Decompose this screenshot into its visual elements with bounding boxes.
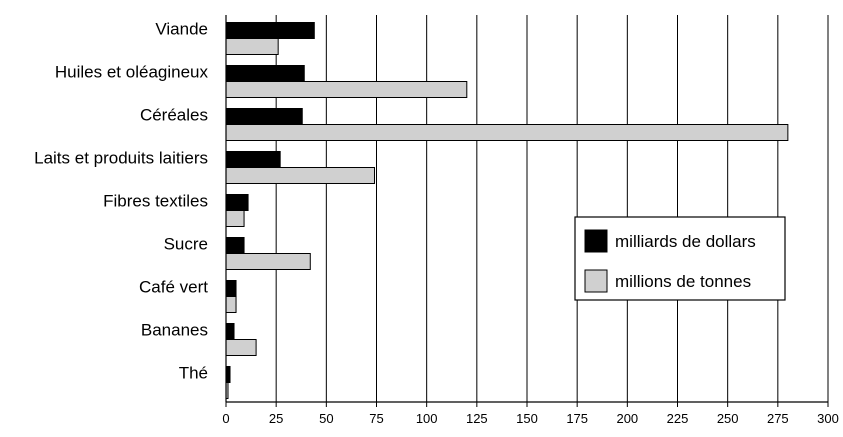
bar-dollars — [225, 151, 281, 168]
x-tick-label: 125 — [466, 411, 488, 426]
x-tick-label: 300 — [817, 411, 839, 426]
x-tick-label: 275 — [767, 411, 789, 426]
x-tick-label: 200 — [616, 411, 638, 426]
category-labels: Viande Huiles et oléagineux Céréales Laits … — [34, 20, 208, 383]
grid — [275, 15, 829, 402]
bar-tonnes — [225, 167, 375, 184]
category-label: Café vert — [139, 278, 208, 297]
bar-dollars — [225, 237, 245, 254]
x-tick-label: 100 — [416, 411, 438, 426]
category-label: Viande — [155, 20, 208, 39]
bar-dollars — [225, 22, 315, 39]
bar-dollars — [225, 366, 231, 383]
category-label: Laits et produits laitiers — [34, 149, 208, 168]
bar-tonnes — [225, 296, 237, 313]
tick-labels: 0 25 50 75 100 125 150 175 200 225 250 275 300 — [222, 411, 838, 426]
legend-box — [574, 216, 786, 301]
axes — [225, 15, 829, 407]
x-tick-label: 0 — [222, 411, 229, 426]
x-tick-label: 25 — [269, 411, 283, 426]
category-label: Huiles et oléagineux — [55, 63, 209, 82]
x-tick-label: 175 — [566, 411, 588, 426]
x-tick-label: 75 — [369, 411, 383, 426]
x-tick-label: 250 — [717, 411, 739, 426]
bar-tonnes — [225, 210, 245, 227]
category-label: Céréales — [140, 106, 208, 125]
legend: milliards de dollars millions de tonnes — [574, 216, 786, 301]
category-label: Bananes — [141, 321, 208, 340]
category-label: Sucre — [164, 235, 208, 254]
category-label: Thé — [179, 364, 208, 383]
legend-swatch-dollars — [584, 229, 608, 253]
bar-tonnes — [225, 253, 311, 270]
bar-dollars — [225, 194, 249, 211]
bar-dollars — [225, 65, 305, 82]
bar-tonnes — [225, 124, 789, 141]
legend-label-dollars: milliards de dollars — [615, 232, 756, 251]
x-tick-label: 150 — [516, 411, 538, 426]
bars — [225, 22, 789, 399]
x-tick-label: 225 — [667, 411, 689, 426]
bar-tonnes — [225, 81, 468, 98]
bar-tonnes — [225, 339, 257, 356]
bar-dollars — [225, 323, 235, 340]
bar-dollars — [225, 280, 237, 297]
category-label: Fibres textiles — [103, 192, 208, 211]
bar-tonnes — [225, 38, 279, 55]
legend-swatch-tonnes — [584, 269, 608, 293]
x-tick-label: 50 — [319, 411, 333, 426]
legend-label-tonnes: millions de tonnes — [615, 272, 751, 291]
bar-dollars — [225, 108, 303, 125]
